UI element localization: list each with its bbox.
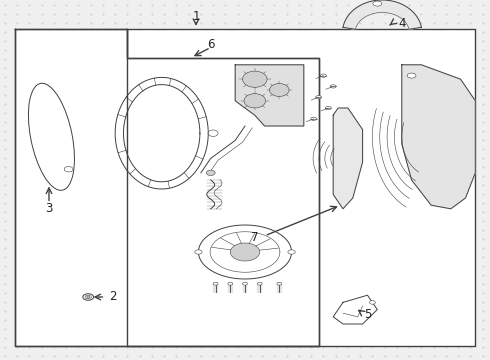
Ellipse shape xyxy=(277,282,282,285)
Ellipse shape xyxy=(228,282,233,285)
Ellipse shape xyxy=(64,166,73,172)
Ellipse shape xyxy=(373,1,382,6)
Ellipse shape xyxy=(230,243,260,261)
Ellipse shape xyxy=(28,83,74,190)
Polygon shape xyxy=(127,29,475,346)
Ellipse shape xyxy=(330,85,336,88)
Ellipse shape xyxy=(85,295,91,299)
Ellipse shape xyxy=(208,130,218,136)
Ellipse shape xyxy=(243,282,247,285)
Text: 1: 1 xyxy=(192,10,200,23)
Polygon shape xyxy=(343,0,421,29)
Ellipse shape xyxy=(83,294,94,300)
Ellipse shape xyxy=(320,74,326,77)
Text: 5: 5 xyxy=(364,309,371,321)
Polygon shape xyxy=(333,295,377,324)
Ellipse shape xyxy=(257,282,262,285)
Polygon shape xyxy=(402,65,475,209)
Ellipse shape xyxy=(316,95,321,99)
Ellipse shape xyxy=(206,170,215,175)
Polygon shape xyxy=(15,29,318,346)
Ellipse shape xyxy=(243,71,267,87)
Ellipse shape xyxy=(270,84,289,96)
Ellipse shape xyxy=(407,73,416,78)
Ellipse shape xyxy=(195,250,202,254)
Text: 6: 6 xyxy=(207,39,215,51)
Ellipse shape xyxy=(288,250,295,254)
Text: 4: 4 xyxy=(398,17,406,30)
Ellipse shape xyxy=(244,94,266,108)
Text: 7: 7 xyxy=(251,231,259,244)
Text: 3: 3 xyxy=(45,202,53,215)
Ellipse shape xyxy=(87,296,90,298)
Polygon shape xyxy=(333,108,363,209)
Ellipse shape xyxy=(311,117,317,120)
Ellipse shape xyxy=(213,282,218,285)
Ellipse shape xyxy=(325,107,331,110)
Polygon shape xyxy=(235,65,304,126)
Text: 2: 2 xyxy=(109,291,117,303)
Ellipse shape xyxy=(369,301,375,304)
